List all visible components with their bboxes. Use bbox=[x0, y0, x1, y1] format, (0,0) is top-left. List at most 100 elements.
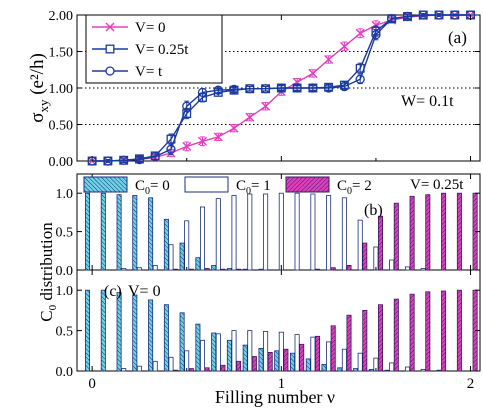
b-bar-2-16 bbox=[346, 264, 352, 271]
c-bar-2-5 bbox=[173, 369, 179, 372]
bottom-ylabel: C0 distribution bbox=[37, 222, 59, 322]
data-point-2-6 bbox=[182, 101, 192, 111]
xaxis-label: Filling number ν bbox=[215, 387, 335, 407]
legend-marker-2 bbox=[105, 66, 115, 76]
data-point-2-1 bbox=[103, 156, 113, 166]
c-bar-1-5 bbox=[168, 356, 174, 372]
data-point-0-10 bbox=[245, 112, 255, 122]
b-bar-0-0 bbox=[85, 192, 91, 271]
panel-a-tag: (a) bbox=[448, 28, 467, 47]
c-bar-0-4 bbox=[148, 299, 154, 372]
data-point-2-3 bbox=[134, 154, 145, 165]
c-bar-0-18 bbox=[368, 368, 374, 372]
b-bar-1-3 bbox=[136, 267, 142, 271]
c-bar-2-19 bbox=[393, 298, 399, 372]
c-bar-1-4 bbox=[152, 360, 158, 372]
legend-c0-2-c: C bbox=[337, 178, 347, 194]
legend-c0-2-sub: 0 bbox=[347, 186, 352, 197]
data-point-2-23 bbox=[450, 10, 460, 20]
data-point-2-15 bbox=[323, 83, 334, 93]
c-bar-1-21 bbox=[420, 368, 426, 372]
b-bar-1-9 bbox=[231, 195, 237, 271]
c-bar-2-8 bbox=[220, 364, 226, 372]
c-bar-0-11 bbox=[258, 347, 264, 372]
c-bar-0-16 bbox=[337, 367, 343, 372]
a-yticklabel-2: 1.00 bbox=[49, 82, 74, 97]
c-bar-1-6 bbox=[184, 350, 190, 372]
c-bar-2-6 bbox=[188, 368, 194, 372]
b-bar-1-12 bbox=[278, 192, 284, 271]
xticklabel-0: 0 bbox=[88, 376, 96, 392]
c-bar-2-15 bbox=[330, 325, 336, 372]
b-bar-1-11 bbox=[263, 193, 269, 271]
a-yticklabel-3: 1.50 bbox=[49, 46, 74, 61]
bottom-ylabel-rest: distribution bbox=[37, 222, 56, 305]
c-bar-1-11 bbox=[263, 330, 269, 372]
c-bar-2-20 bbox=[409, 293, 415, 372]
ylabel-unit: (e²/h) bbox=[27, 53, 48, 99]
b-bar-0-11 bbox=[258, 268, 264, 271]
c-bar-0-17 bbox=[353, 368, 359, 372]
panel-a-legend: V= 0 V= 0.25t V= t bbox=[85, 14, 223, 84]
legend-label-2: V= t bbox=[135, 64, 163, 80]
panel-a-annotation: W= 0.1t bbox=[401, 93, 454, 110]
legend-c0-0-val: = 0 bbox=[150, 178, 170, 194]
c-bar-2-11 bbox=[267, 351, 273, 372]
b-bar-1-7 bbox=[199, 206, 205, 271]
b-bar-2-22 bbox=[441, 192, 447, 271]
c-bar-0-8 bbox=[211, 332, 217, 372]
b-bar-2-23 bbox=[456, 192, 462, 271]
panel-c-annotation: V= 0 bbox=[128, 283, 161, 300]
c-bar-1-2 bbox=[121, 368, 127, 372]
data-point-2-16 bbox=[339, 81, 350, 92]
data-point-2-4 bbox=[150, 151, 160, 162]
panel-a-plot bbox=[77, 10, 480, 166]
panel-b-plot bbox=[85, 192, 478, 271]
c-bar-1-16 bbox=[341, 348, 347, 372]
a-yticklabel-1: 0.50 bbox=[49, 119, 74, 134]
data-point-2-20 bbox=[402, 11, 413, 22]
c-yticklabel-1: 0.5 bbox=[56, 325, 74, 340]
panel-b-annotation: V= 0.25t bbox=[410, 177, 464, 193]
a-yticklabel-0: 0.00 bbox=[49, 155, 74, 170]
data-point-2-8 bbox=[213, 85, 223, 95]
legend-marker-0 bbox=[105, 22, 115, 32]
panel-a-ylabel: σxy (e²/h) bbox=[27, 53, 51, 123]
panel-c-tag: (c) bbox=[104, 283, 122, 300]
b-bar-1-4 bbox=[152, 264, 158, 271]
c-bar-0-19 bbox=[384, 369, 390, 372]
ylabel-sub: xy bbox=[36, 99, 51, 113]
series-2 bbox=[87, 10, 476, 166]
b-yticklabel-0: 0.0 bbox=[56, 264, 74, 279]
legend-c0-0: C0= 0 bbox=[135, 178, 170, 197]
c-bar-0-14 bbox=[305, 358, 311, 372]
legend-c0-1: C0= 1 bbox=[236, 178, 271, 197]
axes-ticks: 0.000.501.001.502.000.00.51.00.00.51.00 1… bbox=[49, 9, 480, 392]
c-bar-2-7 bbox=[204, 367, 210, 372]
b-bar-2-6 bbox=[188, 268, 194, 271]
b-bar-1-18 bbox=[373, 246, 379, 271]
data-point-2-18 bbox=[371, 30, 381, 40]
legend-c0-1-sub: 0 bbox=[246, 186, 251, 197]
b-bar-2-7 bbox=[204, 268, 210, 271]
c-bar-2-23 bbox=[456, 289, 462, 372]
b-bar-0-8 bbox=[211, 264, 217, 271]
legend-c0-2-val: = 2 bbox=[352, 178, 372, 194]
legend-swatch-c0-2 bbox=[285, 176, 330, 193]
b-bar-0-5 bbox=[163, 218, 169, 271]
b-bar-1-20 bbox=[404, 266, 410, 271]
b-bar-2-9 bbox=[236, 268, 242, 271]
b-bar-2-18 bbox=[377, 215, 383, 271]
data-point-2-17 bbox=[355, 74, 365, 84]
panel-a-legend-items: V= 0 V= 0.25t V= t bbox=[92, 20, 189, 80]
b-bar-2-15 bbox=[330, 267, 336, 271]
b-bar-2-17 bbox=[362, 242, 368, 271]
b-yticklabel-1: 0.5 bbox=[56, 226, 74, 241]
c-bar-1-3 bbox=[136, 365, 142, 372]
c-bar-0-3 bbox=[132, 294, 138, 372]
c-bar-1-17 bbox=[357, 352, 363, 372]
b-bar-1-19 bbox=[389, 259, 395, 271]
panel-b-legend: C0= 0 C0= 1 C0= 2 bbox=[83, 176, 372, 197]
c-bar-1-19 bbox=[389, 362, 395, 372]
